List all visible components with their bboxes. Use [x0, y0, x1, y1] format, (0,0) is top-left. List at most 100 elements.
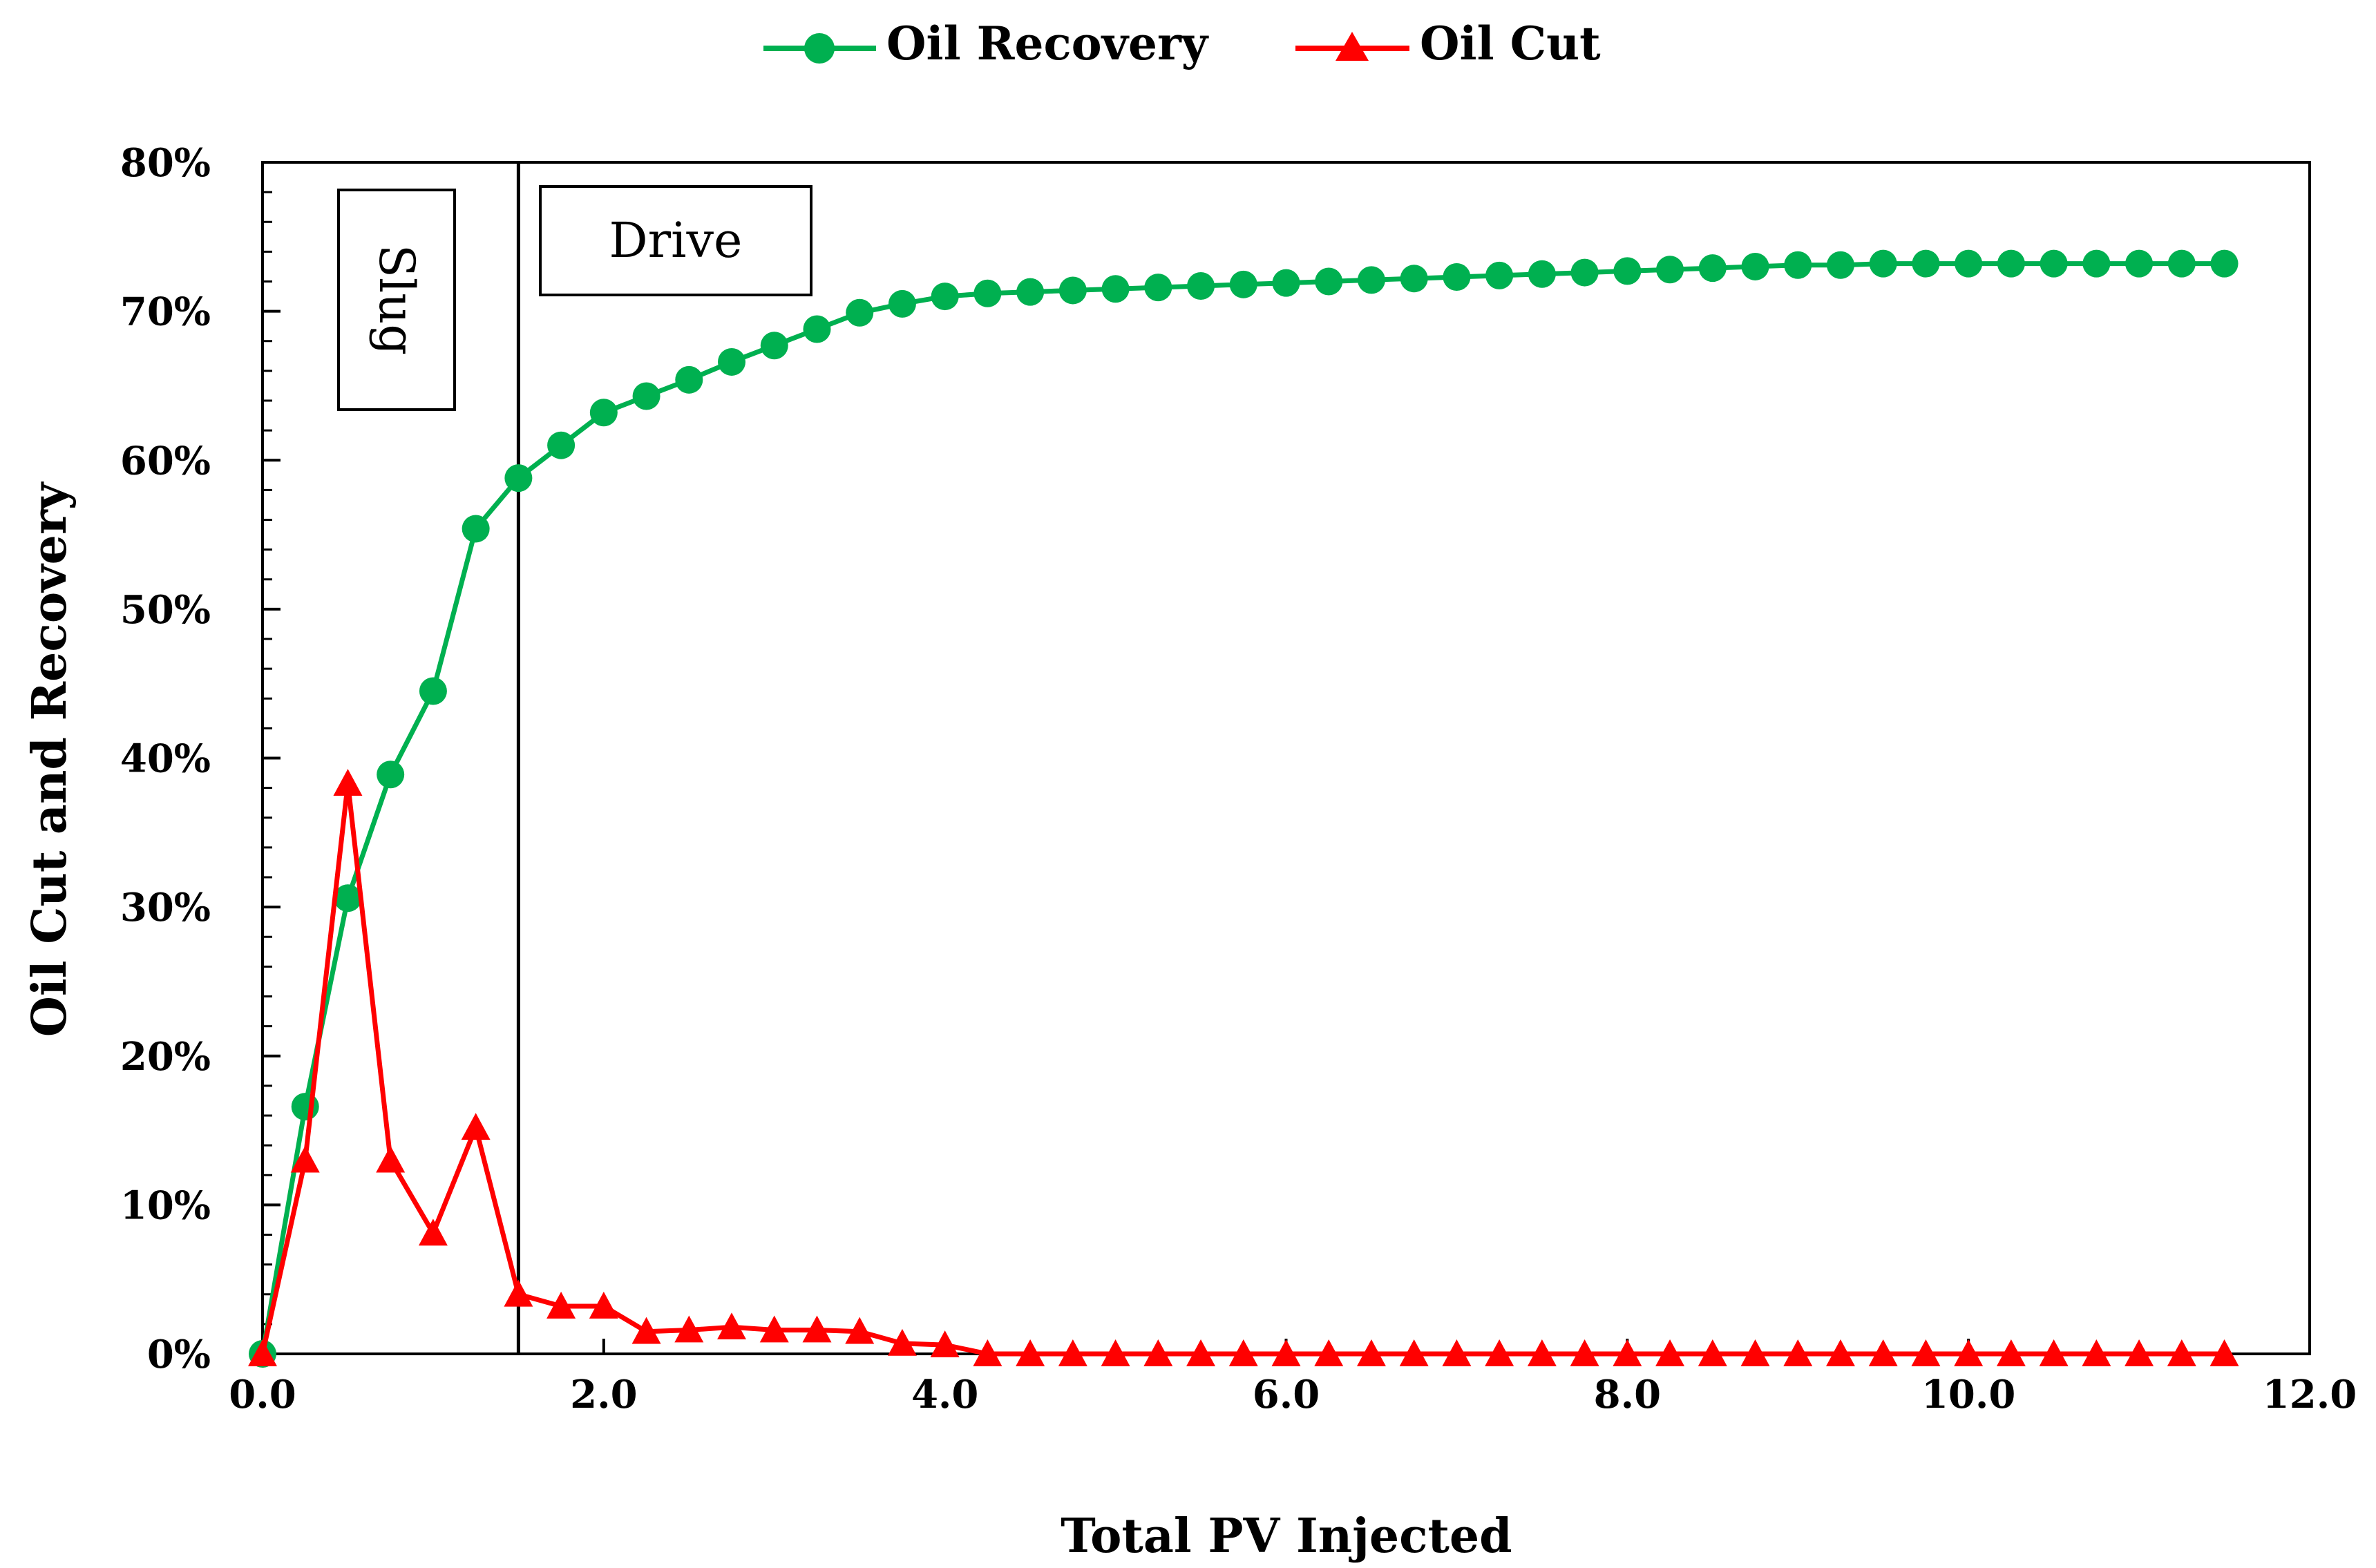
y-tick-label: 30%	[120, 885, 211, 930]
drive-box	[539, 185, 812, 296]
data-point-oil-recovery	[419, 677, 447, 705]
y-minor-ticks	[263, 191, 272, 1326]
data-point-oil-recovery	[1741, 252, 1769, 280]
data-point-oil-recovery	[1656, 256, 1684, 284]
data-point-oil-recovery	[888, 289, 916, 318]
x-tick-label: 10.0	[1921, 1372, 2015, 1417]
data-point-oil-cut	[1271, 1339, 1301, 1366]
data-point-oil-recovery	[1229, 270, 1257, 298]
data-point-oil-recovery	[1955, 249, 1983, 278]
data-point-oil-recovery	[547, 431, 576, 459]
data-point-oil-recovery	[846, 298, 874, 327]
data-point-oil-recovery	[1016, 278, 1045, 306]
series-oil-cut	[248, 769, 2239, 1366]
series-layer	[248, 249, 2239, 1368]
legend-marker-oil-cut	[1336, 32, 1369, 61]
y-axis-title: Oil Cut and Recovery	[22, 481, 77, 1037]
data-point-oil-recovery	[462, 515, 490, 543]
data-point-oil-cut	[1868, 1339, 1898, 1366]
data-point-oil-recovery	[334, 884, 362, 912]
data-point-oil-recovery	[1187, 271, 1215, 300]
y-tick-label: 40%	[120, 736, 211, 782]
x-tick-label: 6.0	[1253, 1372, 1320, 1417]
legend-item-oil-recovery: Oil Recovery	[763, 17, 1209, 70]
data-point-oil-recovery	[1357, 266, 1385, 294]
data-point-oil-cut	[887, 1328, 917, 1356]
data-point-oil-cut	[1613, 1339, 1642, 1366]
x-tick-label: 0.0	[229, 1372, 296, 1417]
data-point-oil-recovery	[1443, 263, 1471, 291]
data-point-oil-cut	[845, 1317, 875, 1344]
y-tick-label: 50%	[120, 587, 211, 633]
data-point-oil-cut	[1825, 1339, 1855, 1366]
data-point-oil-recovery	[377, 761, 405, 789]
data-point-oil-cut	[631, 1317, 661, 1344]
data-point-oil-recovery	[2167, 249, 2196, 278]
data-point-oil-cut	[418, 1218, 448, 1246]
data-point-oil-cut	[1399, 1339, 1429, 1366]
data-point-oil-cut	[1996, 1339, 2026, 1366]
legend-label-oil-cut: Oil Cut	[1420, 17, 1601, 70]
slug-label: Slug	[368, 245, 425, 355]
data-point-oil-recovery	[291, 1093, 319, 1121]
y-tick-label: 10%	[120, 1183, 211, 1228]
data-point-oil-cut	[2039, 1339, 2069, 1366]
data-point-oil-recovery	[632, 382, 660, 410]
data-point-oil-recovery	[1400, 265, 1428, 293]
data-point-oil-recovery	[1912, 249, 1940, 278]
data-point-oil-cut	[1016, 1339, 1045, 1366]
data-point-oil-recovery	[973, 279, 1002, 307]
data-point-oil-recovery	[1826, 251, 1854, 279]
data-point-oil-recovery	[760, 332, 788, 360]
data-point-oil-cut	[1314, 1339, 1344, 1366]
drive-label: Drive	[609, 212, 743, 269]
data-point-oil-cut	[674, 1315, 704, 1343]
data-point-oil-recovery	[1869, 249, 1897, 278]
legend: Oil Recovery Oil Cut	[763, 17, 1601, 70]
data-point-oil-cut	[1783, 1339, 1813, 1366]
data-point-oil-cut	[1911, 1339, 1941, 1366]
x-tick-label: 12.0	[2263, 1372, 2357, 1417]
x-axis-title: Total PV Injected	[1061, 1509, 1512, 1564]
data-point-oil-recovery	[1144, 274, 1172, 302]
data-point-oil-recovery	[803, 315, 831, 343]
legend-item-oil-cut: Oil Cut	[1295, 17, 1601, 70]
data-point-oil-recovery	[1570, 258, 1599, 287]
data-point-oil-cut	[1698, 1339, 1727, 1366]
y-tick-label: 0%	[147, 1332, 211, 1377]
slug-annotation: Slug	[337, 189, 456, 411]
data-point-oil-cut	[973, 1339, 1002, 1366]
data-point-oil-recovery	[589, 399, 618, 427]
x-tick-label: 8.0	[1594, 1372, 1661, 1417]
data-point-oil-cut	[1058, 1339, 1087, 1366]
y-tick-label: 70%	[120, 289, 211, 335]
x-tick-label: 4.0	[911, 1372, 978, 1417]
data-point-oil-recovery	[1997, 249, 2025, 278]
data-point-oil-cut	[504, 1279, 533, 1307]
x-tick-label: 2.0	[570, 1372, 637, 1417]
data-point-oil-cut	[1527, 1339, 1557, 1366]
data-point-oil-cut	[1356, 1339, 1386, 1366]
data-point-oil-cut	[290, 1145, 320, 1173]
data-point-oil-recovery	[1315, 267, 1343, 296]
data-point-oil-cut	[1143, 1339, 1173, 1366]
y-tick-label: 80%	[120, 140, 211, 186]
data-point-oil-recovery	[931, 283, 959, 311]
data-point-oil-cut	[930, 1330, 960, 1357]
data-point-oil-recovery	[1101, 275, 1130, 303]
data-point-oil-cut	[717, 1312, 747, 1340]
legend-label-oil-recovery: Oil Recovery	[886, 17, 1209, 70]
data-point-oil-recovery	[1485, 261, 1514, 289]
data-point-oil-cut	[1186, 1339, 1216, 1366]
data-point-oil-recovery	[1613, 257, 1642, 285]
data-point-oil-cut	[2167, 1339, 2196, 1366]
data-point-oil-recovery	[1272, 269, 1300, 297]
y-tick-label: 60%	[120, 438, 211, 484]
data-point-oil-recovery	[1058, 276, 1087, 305]
data-point-oil-recovery	[2125, 249, 2154, 278]
data-point-oil-recovery	[2040, 249, 2068, 278]
data-point-oil-recovery	[504, 464, 533, 493]
data-point-oil-recovery	[2210, 249, 2239, 278]
data-point-oil-cut	[333, 769, 363, 796]
